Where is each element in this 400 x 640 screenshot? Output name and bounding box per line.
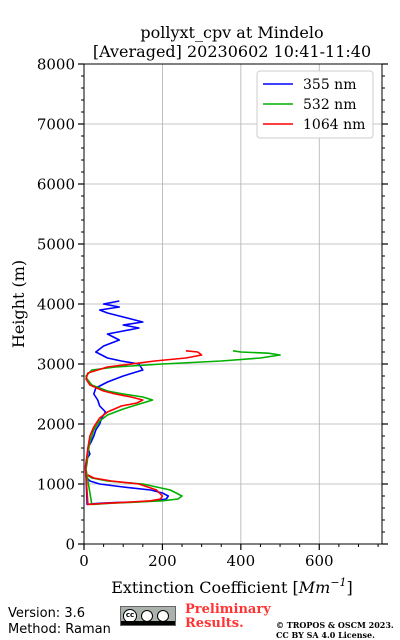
y-tick-label: 5000: [37, 236, 75, 254]
copyright-notice: © TROPOS & OSCM 2023. CC BY SA 4.0 Licen…: [276, 620, 394, 640]
y-tick-label: 2000: [37, 416, 75, 434]
x-tick-label: 0: [79, 552, 89, 570]
series-line-532-nm: [85, 350, 281, 506]
copyright-line-2: CC BY SA 4.0 License.: [276, 630, 375, 640]
legend-box: [256, 70, 374, 139]
y-tick-label: 3000: [37, 356, 75, 374]
x-tick-label: 400: [227, 552, 256, 570]
preliminary-notice: Preliminary Results.: [185, 603, 271, 631]
method-label: Method: Raman: [8, 622, 111, 637]
preliminary-line-1: Preliminary: [185, 602, 271, 617]
series-line-355-nm: [84, 300, 170, 506]
y-tick-label: 6000: [37, 176, 75, 194]
y-tick-label: 7000: [37, 116, 75, 134]
legend-entry: 1064 nm: [303, 117, 365, 133]
legend-entry: 532 nm: [303, 97, 356, 113]
chart-subtitle: [Averaged] 20230602 10:41-11:40: [93, 42, 371, 61]
x-tick-label: 200: [148, 552, 177, 570]
x-axis-label: Extinction Coefficient [Mm−1]: [111, 576, 353, 597]
y-tick-label: 8000: [37, 56, 75, 74]
y-tick-label: 4000: [37, 296, 75, 314]
copyright-line-1: © TROPOS & OSCM 2023.: [276, 620, 394, 630]
axis-ticks: 0 1000 2000 3000 4000 5000 6000 7000 8000 0 200 400…: [37, 56, 388, 570]
legend-entry: 355 nm: [303, 77, 356, 93]
y-tick-label: 0: [65, 536, 75, 554]
y-tick-label: 1000: [37, 476, 75, 494]
x-tick-label: 600: [305, 552, 334, 570]
preliminary-line-2: Results.: [185, 616, 244, 631]
y-axis-label: Height (m): [9, 260, 28, 348]
legend: 355 nm 532 nm 1064 nm: [256, 70, 374, 139]
version-label: Version: 3.6: [8, 606, 85, 621]
series-line-1064-nm: [84, 350, 203, 506]
series-layer: [84, 300, 281, 506]
cc-by-sa-icon: cc: [120, 606, 176, 626]
chart-title: pollyxt_cpv at Mindelo: [140, 23, 323, 42]
